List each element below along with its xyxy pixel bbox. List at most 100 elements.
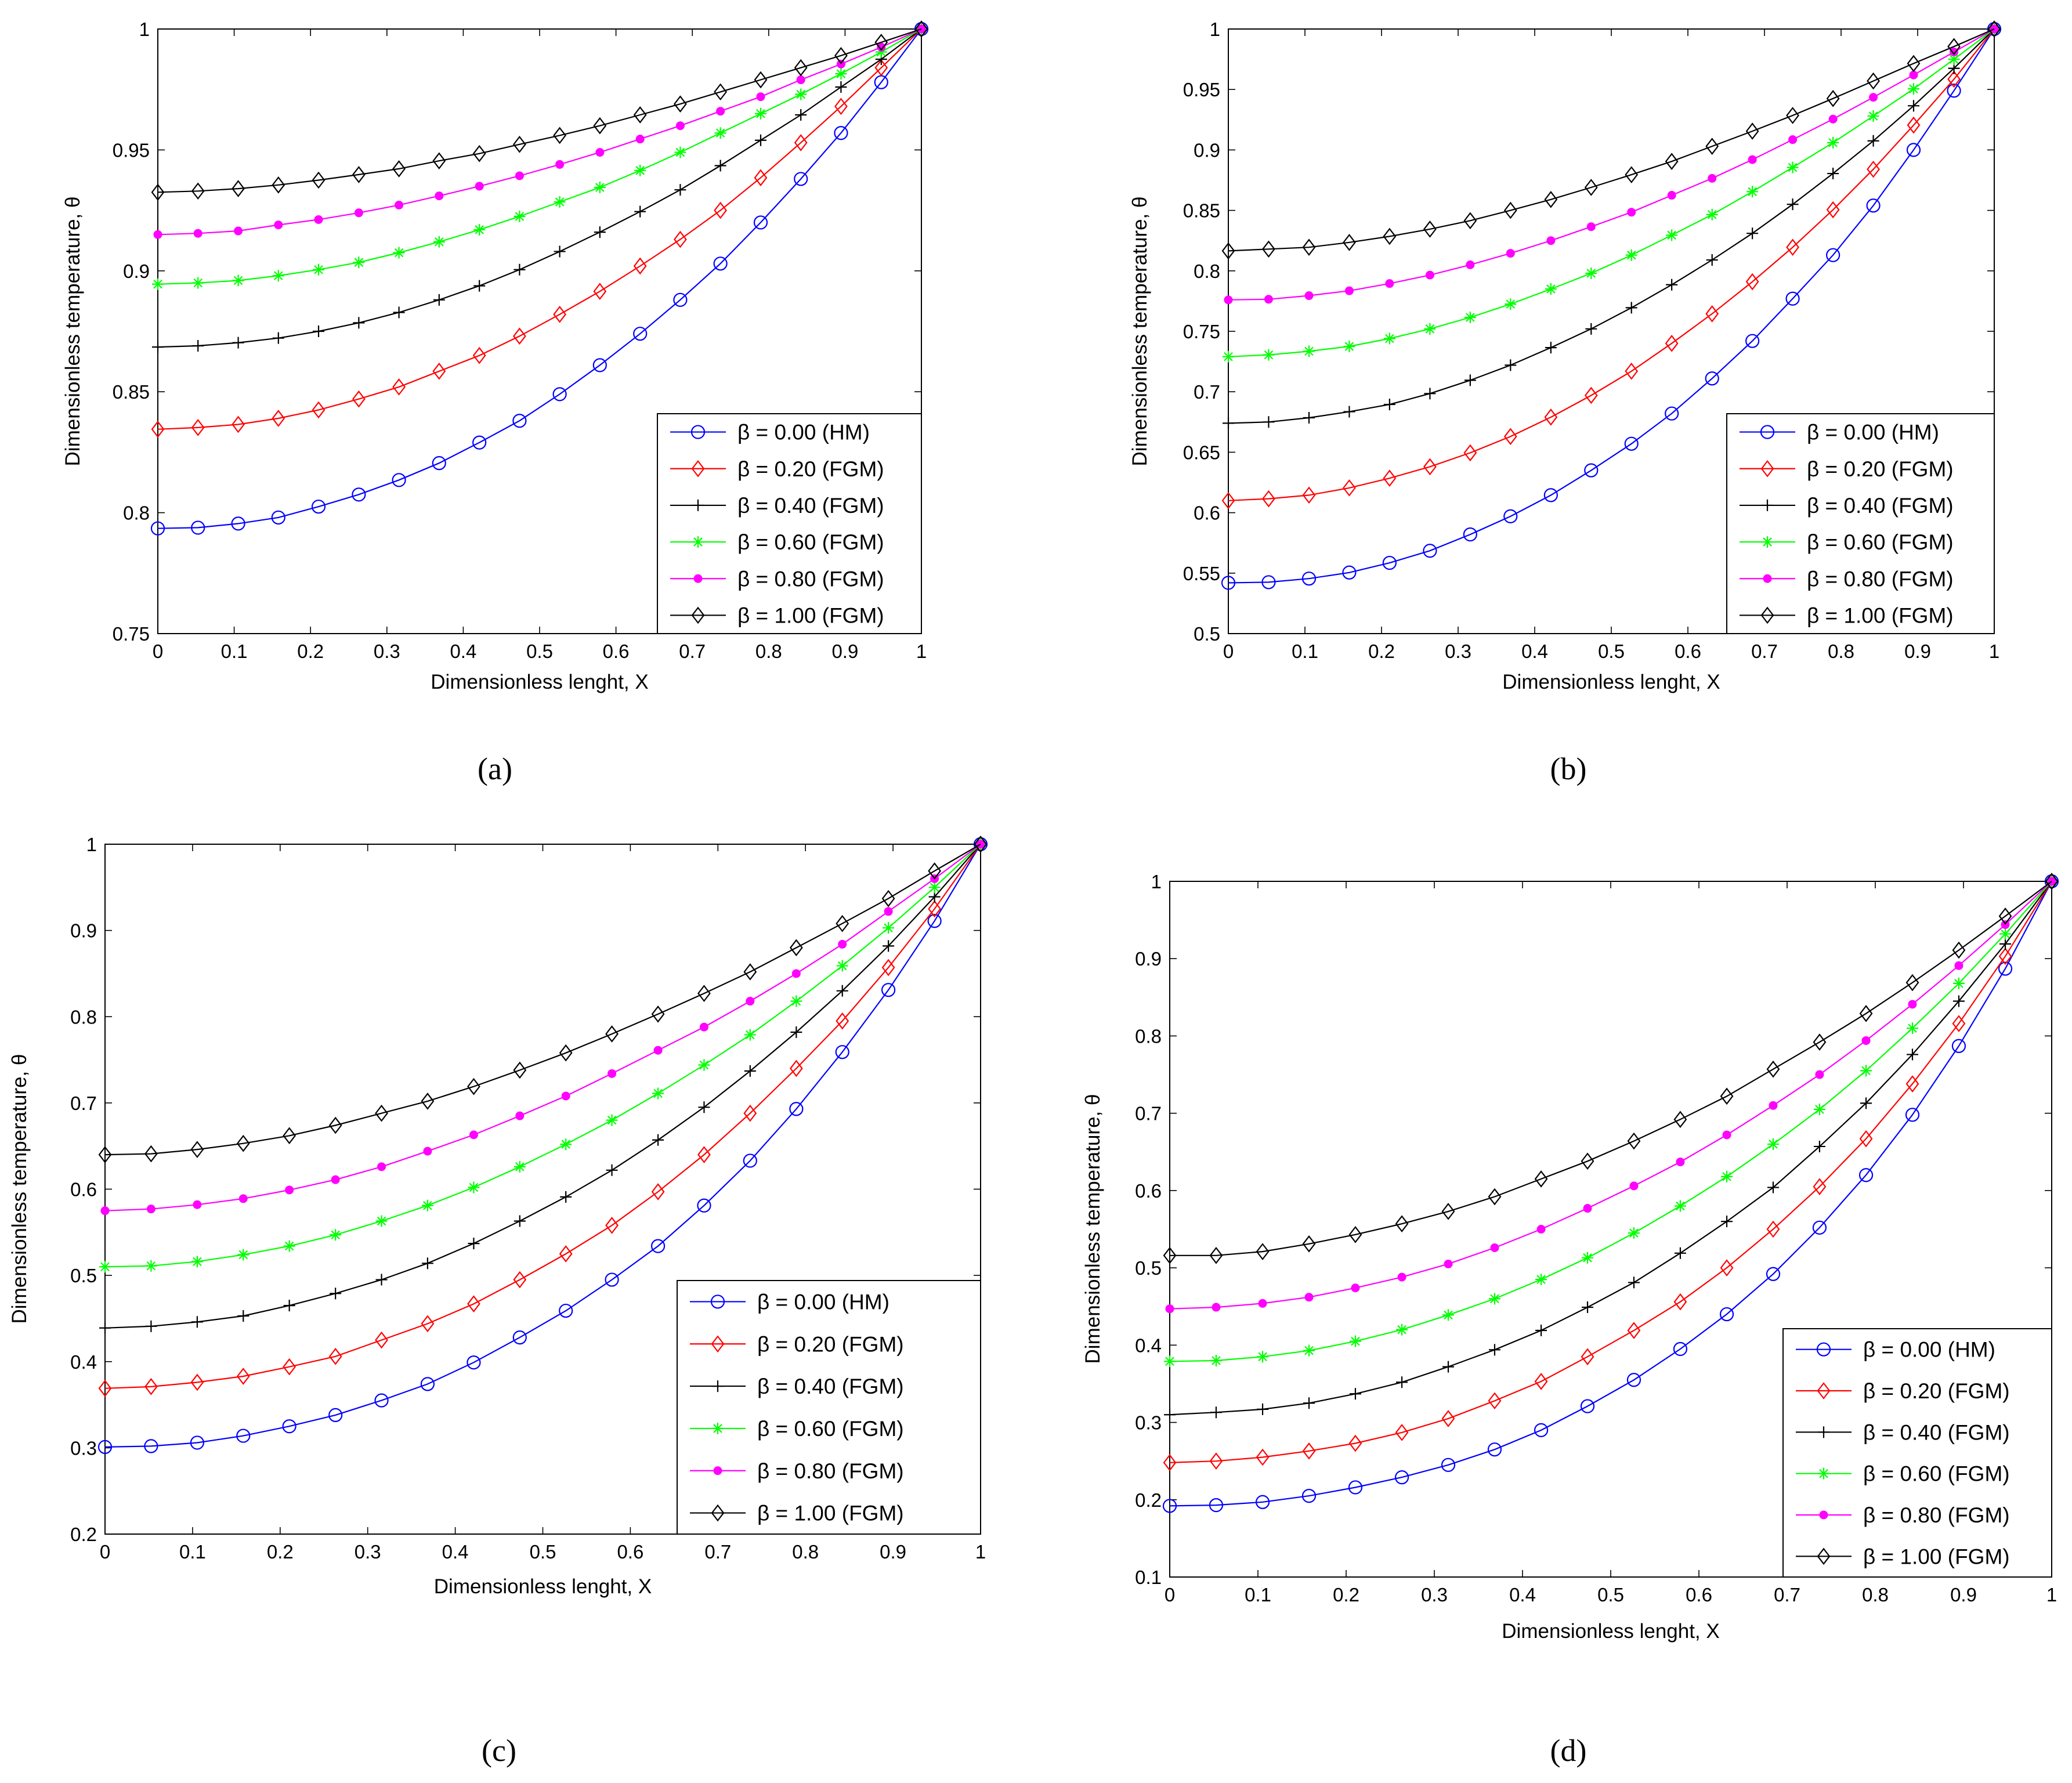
legend-label: β = 0.80 (FGM) (1807, 567, 1954, 591)
data-point (928, 900, 942, 918)
data-point (1905, 1075, 1919, 1093)
data-point (99, 1261, 111, 1273)
data-point (377, 1162, 386, 1171)
data-point (559, 1245, 573, 1263)
x-tick-label: 1 (975, 1541, 986, 1563)
data-point (1261, 575, 1276, 589)
data-point (513, 136, 526, 153)
y-tick-label: 0.7 (70, 1093, 97, 1114)
x-tick-label: 0 (1223, 641, 1234, 662)
data-point (592, 358, 607, 372)
series-1 (1163, 873, 2059, 1471)
legend-marker (712, 1422, 724, 1434)
data-point (1813, 1140, 1825, 1152)
legend-marker (1760, 606, 1774, 624)
data-point (236, 1428, 251, 1443)
y-tick-label: 0.55 (1183, 563, 1220, 584)
data-point (653, 1046, 663, 1055)
series-0 (150, 21, 929, 536)
data-point (1342, 565, 1357, 580)
data-point (1303, 1397, 1315, 1409)
data-point (1423, 220, 1437, 238)
data-point (559, 1303, 573, 1318)
data-point (1999, 928, 2012, 940)
legend-label: β = 0.60 (FGM) (737, 530, 884, 554)
y-tick-label: 0.8 (1194, 261, 1220, 282)
data-point (352, 487, 366, 502)
series-line (157, 28, 922, 193)
data-point (1867, 135, 1879, 147)
data-point (1543, 488, 1558, 502)
data-point (1209, 1246, 1223, 1264)
y-tick-label: 0.8 (1135, 1025, 1162, 1047)
x-tick-label: 0 (100, 1541, 110, 1563)
data-point (796, 75, 805, 85)
data-point (1444, 1259, 1453, 1268)
legend: β = 0.00 (HM) β = 0.20 (FGM) β = 0.40 (FGM… (677, 1280, 981, 1535)
x-tick-label: 0.4 (1509, 1584, 1536, 1605)
x-tick-label: 0.5 (530, 1541, 556, 1563)
legend-marker (711, 1335, 725, 1353)
data-point (1998, 961, 2013, 976)
legend-label: β = 0.60 (FGM) (1863, 1462, 2010, 1486)
data-point (272, 270, 284, 282)
data-point (743, 1104, 757, 1122)
y-tick-label: 0.6 (70, 1179, 97, 1200)
chart-panel-a: 0 0.1 0.2 0.3 0.4 0.5 0.6 0.7 0.8 0.9 1 0.75 0.8 0.85… (62, 19, 929, 786)
data-point (1582, 1252, 1594, 1264)
data-point (421, 1199, 433, 1211)
data-point (1907, 55, 1921, 73)
data-point (1745, 122, 1759, 140)
data-point (353, 256, 365, 269)
series-3 (1164, 876, 2057, 1368)
data-point (1827, 136, 1839, 149)
x-tick-label: 1 (1989, 641, 1999, 662)
x-tick-label: 0.2 (267, 1541, 294, 1563)
data-point (874, 59, 888, 77)
data-point (145, 1260, 157, 1272)
x-tick-label: 0.3 (1421, 1584, 1448, 1605)
data-point (835, 1045, 849, 1059)
data-point (1748, 155, 1757, 164)
x-tick-label: 0.9 (1950, 1584, 1977, 1605)
y-tick-label: 0.3 (70, 1437, 97, 1459)
data-point (608, 1069, 617, 1078)
data-point (1343, 406, 1355, 418)
data-point (1720, 1259, 1734, 1276)
data-point (1348, 1480, 1363, 1495)
y-tick-label: 0.85 (1183, 200, 1220, 222)
panel-caption: (b) (1550, 751, 1587, 786)
data-point (1488, 1188, 1502, 1206)
data-point (514, 1160, 526, 1173)
data-point (1786, 238, 1799, 256)
data-point (192, 340, 204, 352)
data-point (152, 278, 164, 290)
legend-marker (1762, 499, 1773, 511)
data-point (1908, 1000, 1917, 1009)
x-tick-label: 0.6 (617, 1541, 643, 1563)
x-tick-label: 0.5 (1597, 1584, 1624, 1605)
data-point (1860, 1065, 1872, 1077)
y-axis-label: Dimensionless temperature, θ (62, 197, 84, 466)
series-line (157, 28, 922, 348)
data-point (1867, 160, 1880, 178)
data-point (754, 107, 766, 120)
data-point (1813, 1104, 1825, 1116)
y-tick-label: 0.8 (70, 1006, 97, 1028)
chart-panel-c: 0 0.1 0.2 0.3 0.4 0.5 0.6 0.7 0.8 0.9 1 0.2 0.3 0.4 0.… (8, 834, 988, 1768)
data-point (928, 881, 941, 894)
x-tick-label: 0.6 (603, 641, 630, 662)
data-point (756, 92, 765, 102)
data-point (1745, 273, 1759, 291)
data-point (375, 1215, 388, 1227)
data-point (313, 263, 325, 276)
data-point (791, 969, 801, 978)
data-point (1348, 1226, 1362, 1243)
legend-label: β = 0.80 (FGM) (737, 567, 884, 591)
data-point (1255, 1495, 1270, 1509)
y-axis-label: Dimensionless temperature, θ (1129, 197, 1151, 466)
legend-marker (1816, 1342, 1831, 1357)
data-point (1441, 1410, 1455, 1427)
x-tick-label: 0.8 (792, 1541, 819, 1563)
data-point (1676, 1158, 1685, 1167)
